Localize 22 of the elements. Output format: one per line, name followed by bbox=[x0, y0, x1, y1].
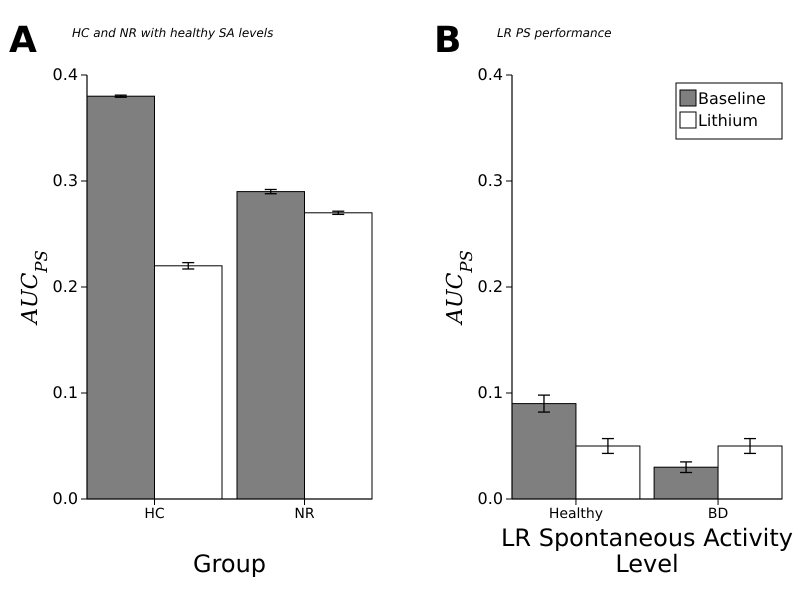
legend-label: Lithium bbox=[698, 111, 758, 130]
y-tick-label: 0.3 bbox=[52, 171, 78, 190]
y-tick-label: 0.0 bbox=[478, 489, 503, 508]
y-tick-label: 0.1 bbox=[478, 383, 503, 402]
x-tick-label: Healthy bbox=[548, 506, 604, 522]
y-tick-label: 0.1 bbox=[52, 383, 78, 402]
x-axis-title: LR Spontaneous Activity Level bbox=[501, 524, 793, 578]
y-tick-label: 0.4 bbox=[478, 65, 503, 84]
legend-label: Baseline bbox=[698, 89, 766, 108]
y-tick-label: 0.2 bbox=[52, 277, 78, 296]
chart-title: LR PS performance bbox=[497, 26, 612, 40]
x-tick-label: BD bbox=[708, 506, 728, 522]
y-tick-label: 0.3 bbox=[478, 171, 503, 190]
x-axis-title: Group bbox=[192, 550, 266, 578]
text: B bbox=[434, 20, 462, 61]
y-tick-label: 0.4 bbox=[52, 65, 78, 84]
text: A bbox=[9, 20, 37, 61]
y-tick-label: 0.0 bbox=[52, 489, 78, 508]
x-tick-label: HC bbox=[144, 506, 165, 522]
x-tick-label: NR bbox=[294, 506, 315, 522]
y-tick-label: 0.2 bbox=[478, 277, 503, 296]
chart-title: HC and NR with healthy SA levels bbox=[72, 26, 274, 40]
